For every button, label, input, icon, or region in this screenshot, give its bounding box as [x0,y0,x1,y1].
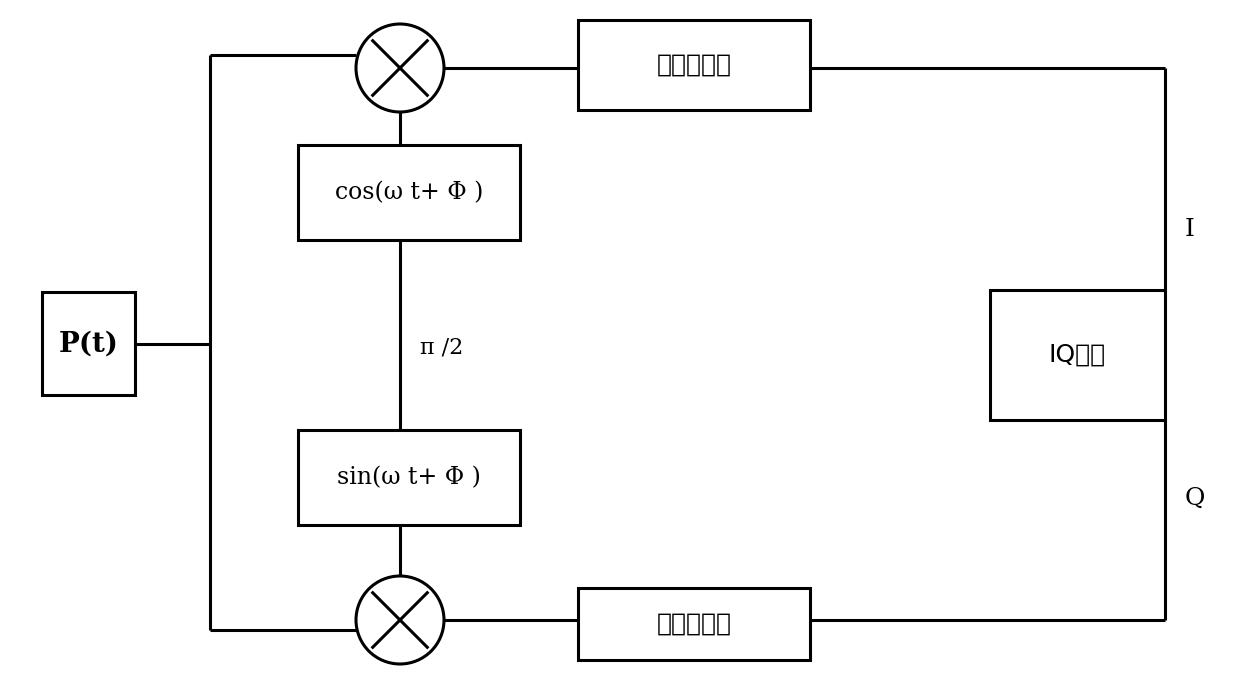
Bar [990,290,1166,420]
Circle shape [356,24,444,112]
Text: 低通滤波器: 低通滤波器 [656,53,732,77]
Text: Q: Q [1185,487,1205,509]
Text: cos(ω t+ Φ ): cos(ω t+ Φ ) [335,181,484,204]
Bar [578,588,810,660]
Text: P(t): P(t) [58,331,119,358]
Circle shape [356,576,444,664]
Bar [298,145,520,240]
Text: 低通滤波器: 低通滤波器 [656,612,732,636]
Bar [298,430,520,525]
Text: I: I [1185,219,1195,242]
Text: π /2: π /2 [420,337,464,359]
Bar [578,20,810,110]
Text: sin(ω t+ Φ ): sin(ω t+ Φ ) [337,466,481,489]
Text: IQ解调: IQ解调 [1049,343,1106,367]
Bar [42,292,135,395]
